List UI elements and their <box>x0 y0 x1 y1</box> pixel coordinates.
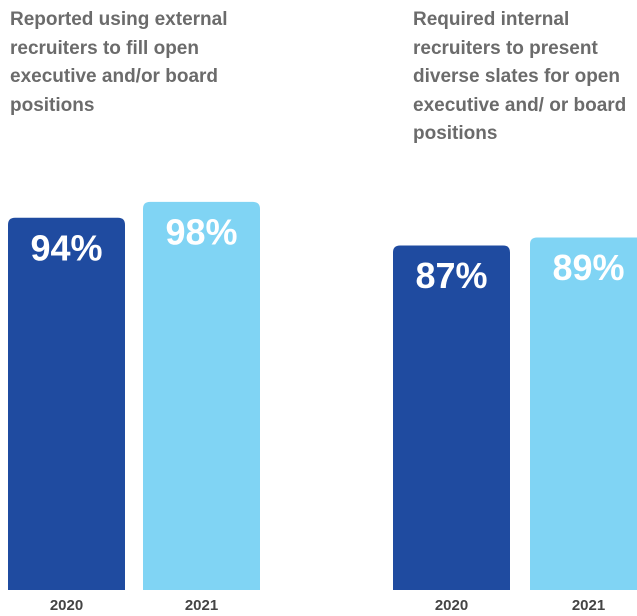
chart-title: Required internal recruiters to present … <box>413 9 627 144</box>
x-tick-label: 2020 <box>50 597 83 614</box>
value-label: 87% <box>415 255 487 296</box>
bar <box>8 217 125 590</box>
x-tick-label: 2021 <box>185 597 218 614</box>
x-tick-label: 2021 <box>572 597 605 614</box>
value-label: 98% <box>165 211 237 252</box>
bar <box>393 245 510 591</box>
bar <box>530 237 637 590</box>
bar <box>143 201 260 591</box>
value-label: 94% <box>30 227 102 268</box>
chart-title: Reported using external recruiters to fi… <box>10 9 228 116</box>
value-label: 89% <box>552 247 624 288</box>
x-tick-label: 2020 <box>435 597 468 614</box>
